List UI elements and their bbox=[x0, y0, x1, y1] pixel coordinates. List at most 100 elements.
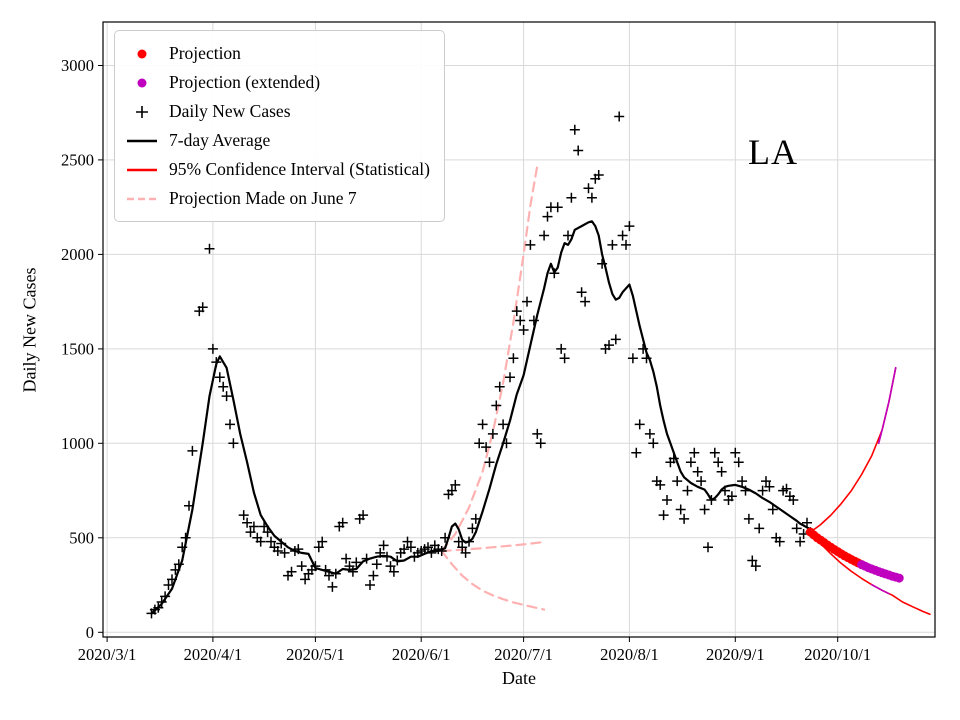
plus-marker bbox=[593, 170, 604, 180]
plus-marker bbox=[276, 538, 287, 549]
plus-marker bbox=[757, 485, 768, 496]
plus-marker bbox=[358, 510, 369, 521]
plus-marker bbox=[689, 447, 700, 458]
plus-marker bbox=[245, 527, 256, 538]
plus-marker bbox=[184, 500, 194, 511]
plus-marker bbox=[658, 510, 669, 521]
plus-marker bbox=[470, 513, 481, 524]
plus-marker bbox=[563, 230, 573, 241]
legend-item: Projection bbox=[125, 39, 430, 68]
plus-marker bbox=[511, 306, 522, 317]
plus-marker bbox=[446, 485, 457, 496]
plus-marker bbox=[576, 287, 587, 298]
x-tick-label: 2020/5/1 bbox=[286, 645, 345, 664]
plus-marker bbox=[296, 561, 307, 572]
plus-marker bbox=[597, 258, 608, 269]
plus-marker bbox=[385, 561, 396, 572]
plus-marker bbox=[160, 591, 171, 602]
plus-marker bbox=[378, 540, 389, 551]
plus-marker bbox=[481, 442, 492, 453]
plus-marker bbox=[641, 353, 652, 364]
plus-marker bbox=[737, 476, 748, 487]
plus-marker bbox=[549, 268, 560, 279]
plus-marker bbox=[692, 466, 703, 477]
y-tick-label: 500 bbox=[69, 528, 94, 547]
plus-marker bbox=[573, 145, 584, 156]
plus-marker bbox=[300, 574, 311, 585]
y-tick-label: 0 bbox=[86, 623, 94, 642]
plus-marker bbox=[399, 544, 410, 555]
x-tick-label: 2020/7/1 bbox=[494, 645, 553, 664]
series-projection bbox=[805, 527, 867, 570]
plus-marker bbox=[436, 546, 447, 556]
plus-marker bbox=[382, 551, 392, 562]
plus-marker bbox=[330, 568, 341, 579]
plus-marker bbox=[617, 230, 628, 241]
series-seven-day-average bbox=[150, 220, 812, 615]
plus-marker bbox=[672, 476, 683, 487]
plus-marker bbox=[682, 485, 693, 496]
plus-marker bbox=[272, 546, 283, 556]
plus-marker bbox=[262, 527, 273, 538]
plus-marker bbox=[604, 340, 614, 351]
x-tick-label: 2020/9/1 bbox=[706, 645, 765, 664]
plus-marker bbox=[426, 547, 437, 558]
legend-marker-line-icon bbox=[127, 168, 157, 171]
plus-marker bbox=[347, 566, 358, 577]
plus-marker bbox=[730, 447, 741, 458]
plus-marker bbox=[491, 400, 502, 411]
series-ci-lower-extended bbox=[870, 583, 890, 595]
plus-marker bbox=[180, 532, 191, 543]
plus-marker bbox=[293, 544, 304, 555]
plus-marker bbox=[586, 192, 597, 203]
plus-marker bbox=[405, 542, 416, 553]
plus-marker bbox=[781, 483, 792, 494]
plus-marker bbox=[761, 476, 771, 487]
plus-marker bbox=[327, 581, 338, 592]
legend-item: Projection (extended) bbox=[125, 68, 430, 97]
plus-marker bbox=[156, 597, 167, 607]
plus-marker bbox=[685, 457, 696, 468]
plus-marker bbox=[740, 485, 751, 496]
series-daily-new-cases bbox=[146, 111, 816, 619]
plus-marker bbox=[774, 536, 785, 547]
plus-marker bbox=[706, 495, 717, 505]
plus-marker bbox=[440, 532, 451, 543]
y-axis-label: Daily New Cases bbox=[19, 267, 40, 393]
plus-marker bbox=[662, 495, 672, 505]
plus-marker bbox=[286, 566, 297, 577]
plus-marker bbox=[709, 447, 720, 458]
plus-marker bbox=[248, 521, 259, 532]
plus-marker bbox=[467, 523, 478, 534]
plus-marker bbox=[607, 239, 618, 250]
plus-marker bbox=[375, 547, 386, 558]
plus-marker bbox=[214, 372, 225, 383]
plus-marker bbox=[624, 221, 635, 232]
plus-marker bbox=[225, 419, 235, 430]
plus-marker bbox=[614, 111, 625, 122]
plus-marker bbox=[675, 504, 686, 515]
plus-marker bbox=[648, 438, 659, 449]
legend-label: Projection bbox=[169, 42, 241, 63]
plus-marker bbox=[733, 457, 744, 468]
plus-marker bbox=[310, 561, 321, 572]
plus-marker bbox=[211, 357, 222, 368]
legend-label: Projection (extended) bbox=[169, 71, 321, 92]
plus-marker bbox=[238, 510, 249, 521]
plus-marker bbox=[494, 381, 505, 392]
plus-marker bbox=[170, 564, 181, 575]
y-tick-label: 2000 bbox=[61, 245, 94, 264]
y-tick-label: 2500 bbox=[61, 150, 94, 169]
plus-marker bbox=[518, 325, 529, 335]
plus-marker bbox=[679, 513, 690, 524]
legend-item: Daily New Cases bbox=[125, 97, 430, 126]
plus-marker bbox=[453, 536, 464, 547]
series-projection-made-june7-upper bbox=[440, 164, 539, 553]
region-annotation: LA bbox=[748, 132, 798, 172]
plus-marker bbox=[515, 315, 526, 326]
legend-label: Daily New Cases bbox=[169, 100, 291, 121]
plus-marker bbox=[556, 343, 567, 354]
plus-marker bbox=[365, 580, 375, 590]
plus-marker bbox=[313, 542, 324, 553]
